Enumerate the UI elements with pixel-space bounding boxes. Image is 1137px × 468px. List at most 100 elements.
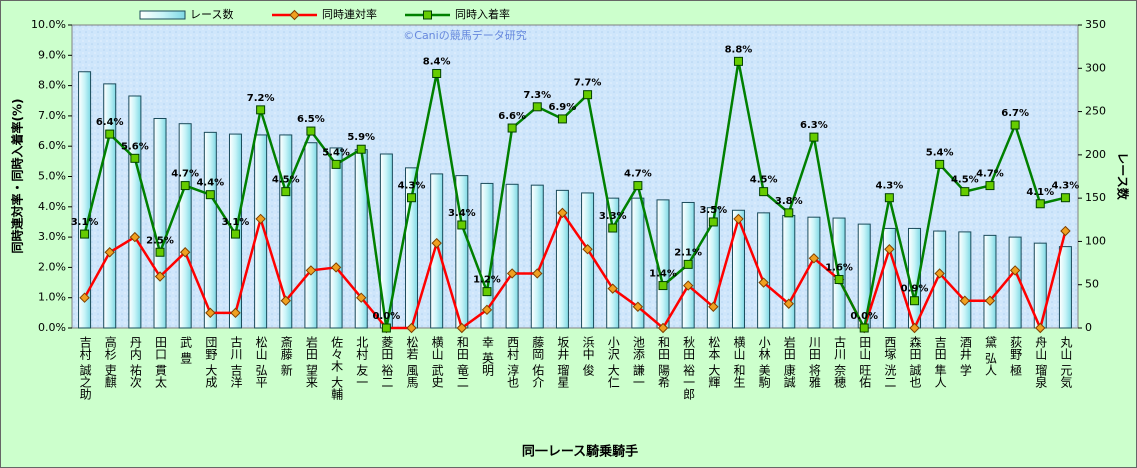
marker: [281, 187, 291, 197]
marker: [608, 223, 618, 233]
y2-tick-label: 300: [1085, 61, 1106, 74]
value-label: 8.4%: [423, 56, 451, 67]
x-tick-label: 小沢 大仁: [606, 336, 620, 388]
y-tick-label: 1.0%: [38, 291, 66, 304]
watermark: ©Caniの競馬データ研究: [403, 28, 526, 42]
marker: [683, 259, 693, 269]
x-tick-label: 黛 弘人: [983, 336, 997, 376]
x-tick-label: 古川 奈穂: [833, 335, 847, 389]
x-tick-label: 古川 吉洋: [229, 335, 243, 388]
y-tick-label: 0.0%: [38, 321, 66, 334]
x-tick-label: 高杉 吏麒: [103, 335, 117, 389]
marker: [985, 181, 995, 191]
line: [83, 61, 1066, 332]
marker: [105, 129, 115, 139]
marker: [280, 295, 291, 306]
x-tick-label: 岩田 康誠: [782, 335, 796, 389]
x-tick-label: 浜中 俊: [581, 336, 595, 376]
marker: [406, 322, 417, 334]
marker: [708, 217, 718, 227]
x-tick-label: 丹内 祐次: [128, 336, 142, 388]
x-tick-label: 舟山 瑠泉: [1034, 336, 1048, 388]
bar: [254, 134, 268, 329]
x-tick-label: 田口 貫太: [154, 336, 168, 388]
marker: [759, 187, 769, 197]
value-label: 6.3%: [800, 120, 828, 131]
marker: [507, 123, 517, 133]
value-label: 7.3%: [523, 90, 551, 101]
marker: [582, 244, 593, 255]
bar: [203, 131, 217, 329]
legend-label: 同時入着率: [455, 7, 510, 21]
y-tick-label: 10.0%: [31, 18, 66, 31]
value-label: 4.7%: [171, 169, 199, 180]
bar: [731, 209, 745, 329]
marker: [306, 126, 316, 136]
x-tick-label: 武 豊: [179, 336, 193, 364]
marker: [256, 105, 266, 115]
marker: [230, 307, 241, 319]
x-tick-label: 横山 武史: [430, 336, 444, 388]
value-label: 5.6%: [121, 141, 149, 152]
x-tick-label: 西村 淳也: [506, 336, 520, 388]
value-label: 8.8%: [725, 44, 753, 55]
value-label: 1.2%: [473, 275, 501, 286]
legend-marker: [289, 9, 300, 21]
value-label: 0.0%: [373, 311, 401, 322]
marker: [758, 277, 769, 288]
marker: [658, 281, 668, 291]
marker: [733, 56, 743, 66]
marker: [657, 322, 669, 334]
value-label: 4.5%: [951, 175, 979, 186]
x-tick-label: 佐々木 大輔: [330, 336, 344, 401]
plot-area: [71, 24, 1079, 329]
marker: [959, 295, 971, 306]
marker: [1035, 322, 1046, 334]
value-label: 4.7%: [976, 169, 1004, 180]
marker: [632, 301, 644, 312]
x-tick-label: 坂井 瑠星: [556, 336, 570, 388]
marker: [557, 114, 567, 124]
legend-label: レース数: [190, 8, 233, 21]
marker: [783, 298, 794, 309]
marker: [859, 323, 869, 333]
value-label: 4.3%: [398, 181, 426, 192]
marker: [180, 181, 190, 191]
x-tick-label: 斎藤 新: [279, 335, 293, 376]
x-axis-title: 同一レース騎乗騎手: [522, 444, 638, 460]
bar: [631, 197, 645, 329]
value-label: 0.9%: [901, 284, 929, 295]
marker: [934, 268, 945, 279]
marker: [80, 229, 90, 239]
value-label: 4.7%: [624, 169, 652, 180]
marker: [481, 304, 493, 316]
bar: [782, 214, 796, 329]
x-tick-label: 小林 美駒: [757, 336, 771, 389]
value-label: 4.5%: [750, 175, 778, 186]
marker: [557, 207, 568, 219]
marker: [532, 268, 543, 279]
value-label: 6.9%: [549, 102, 577, 113]
y-axis-title: 同時連対率・同時入着率(%): [10, 99, 25, 254]
marker: [255, 213, 266, 225]
marker: [482, 287, 492, 297]
marker: [407, 193, 417, 203]
bar: [505, 183, 519, 329]
x-tick-label: 松山 弘平: [254, 336, 268, 388]
marker: [935, 159, 945, 169]
bar: [807, 216, 821, 329]
x-tick-label: 吉村 誠之助: [78, 336, 92, 400]
value-label: 3.1%: [71, 217, 99, 228]
x-tick-label: 幸 英明: [480, 336, 494, 377]
marker: [1009, 265, 1021, 276]
value-label: 5.4%: [322, 147, 350, 158]
x-tick-label: 北村 友一: [355, 336, 369, 388]
x-tick-label: 丸山 元気: [1059, 336, 1073, 389]
value-label: 3.3%: [599, 211, 627, 222]
y2-axis-title: レース数: [1116, 152, 1131, 200]
marker: [179, 247, 191, 258]
marker: [808, 253, 820, 264]
marker: [155, 247, 165, 257]
marker: [809, 132, 819, 142]
value-label: 1.6%: [825, 263, 853, 274]
